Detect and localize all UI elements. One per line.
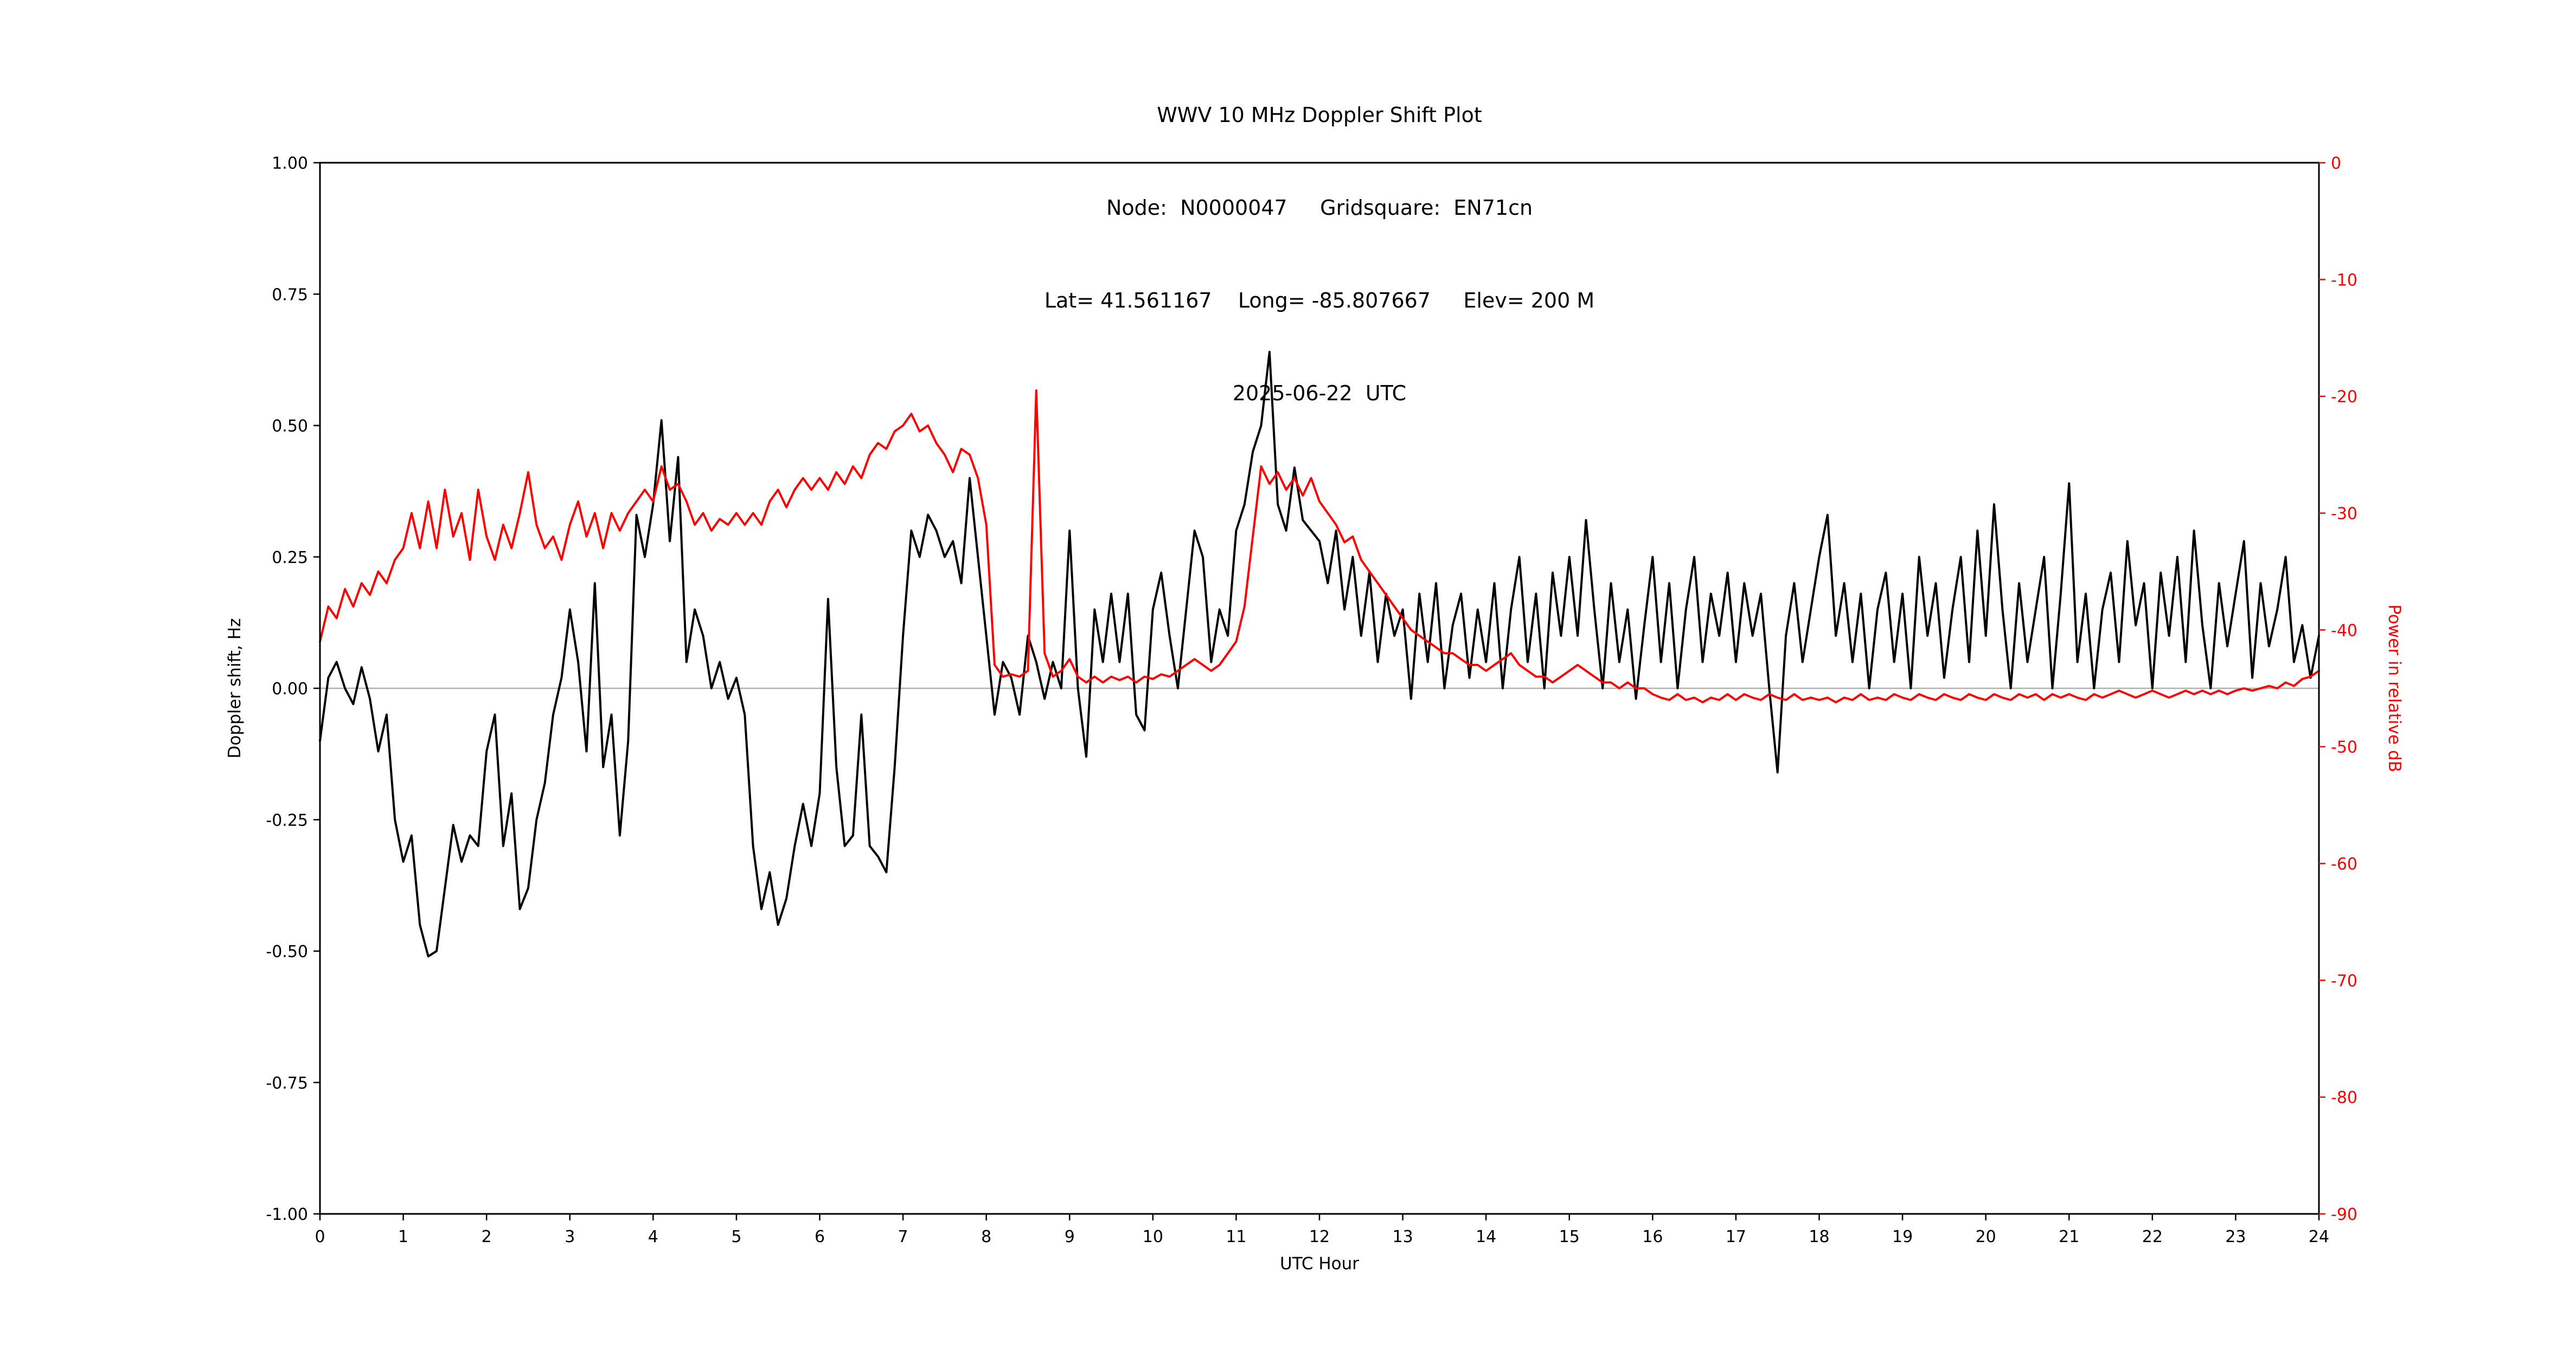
- left-y-tick-label: 0.00: [272, 680, 308, 699]
- title-line-date: 2025-06-22 UTC: [1232, 381, 1407, 405]
- x-tick-label: 2: [482, 1227, 492, 1246]
- x-tick-label: 5: [731, 1227, 741, 1246]
- x-tick-label: 0: [315, 1227, 325, 1246]
- x-tick-label: 8: [981, 1227, 991, 1246]
- x-axis-label: UTC Hour: [1280, 1254, 1359, 1274]
- left-y-tick-label: -0.25: [266, 811, 308, 830]
- right-y-tick-label: -60: [2331, 855, 2357, 874]
- x-tick-label: 18: [1809, 1227, 1829, 1246]
- x-tick-label: 13: [1392, 1227, 1413, 1246]
- right-y-tick-label: 0: [2331, 154, 2341, 173]
- right-y-tick-label: -20: [2331, 388, 2357, 407]
- x-tick-label: 24: [2309, 1227, 2329, 1246]
- title-line-plot-name: WWV 10 MHz Doppler Shift Plot: [1157, 103, 1482, 127]
- right-y-tick-label: -90: [2331, 1205, 2357, 1224]
- left-y-tick-label: -0.75: [266, 1074, 308, 1093]
- right-y-tick-label: -50: [2331, 738, 2357, 757]
- x-tick-label: 11: [1226, 1227, 1246, 1246]
- title-line-lat-long-elev: Lat= 41.561167 Long= -85.807667 Elev= 20…: [1044, 289, 1595, 312]
- left-y-tick-label: -1.00: [266, 1205, 308, 1224]
- doppler-shift-curve: [319, 350, 2320, 958]
- x-tick-label: 4: [648, 1227, 658, 1246]
- left-y-tick-label: 0.25: [272, 548, 308, 567]
- x-tick-label: 12: [1309, 1227, 1330, 1246]
- x-tick-label: 22: [2142, 1227, 2163, 1246]
- left-y-tick-label: 0.75: [272, 285, 308, 304]
- x-tick-label: 16: [1642, 1227, 1663, 1246]
- right-y-tick-label: -40: [2331, 621, 2357, 640]
- plot-title-block: WWV 10 MHz Doppler Shift Plot Node: N000…: [320, 38, 2319, 471]
- left-y-tick-label: 1.00: [272, 154, 308, 173]
- left-y-tick-label: 0.50: [272, 417, 308, 436]
- x-tick-label: 20: [1976, 1227, 1996, 1246]
- right-y-tick-label: -30: [2331, 504, 2357, 523]
- x-tick-label: 15: [1559, 1227, 1580, 1246]
- title-line-node-gridsquare: Node: N0000047 Gridsquare: EN71cn: [1106, 196, 1533, 220]
- x-tick-label: 10: [1143, 1227, 1163, 1246]
- x-tick-label: 17: [1726, 1227, 1746, 1246]
- x-tick-label: 7: [898, 1227, 908, 1246]
- x-tick-label: 21: [2059, 1227, 2079, 1246]
- x-tick-label: 3: [565, 1227, 575, 1246]
- x-tick-label: 23: [2225, 1227, 2246, 1246]
- left-y-tick-label: -0.50: [266, 943, 308, 962]
- left-y-axis-label: Doppler shift, Hz: [225, 618, 245, 759]
- x-tick-label: 14: [1476, 1227, 1496, 1246]
- x-tick-label: 6: [815, 1227, 825, 1246]
- right-y-tick-label: -80: [2331, 1089, 2357, 1108]
- x-tick-label: 19: [1892, 1227, 1913, 1246]
- x-tick-label: 9: [1065, 1227, 1075, 1246]
- power-curve: [319, 389, 2320, 703]
- x-tick-label: 1: [398, 1227, 408, 1246]
- right-y-tick-label: -70: [2331, 971, 2357, 990]
- right-y-tick-label: -10: [2331, 271, 2357, 290]
- right-y-axis-label: Power in relative dB: [2385, 604, 2404, 772]
